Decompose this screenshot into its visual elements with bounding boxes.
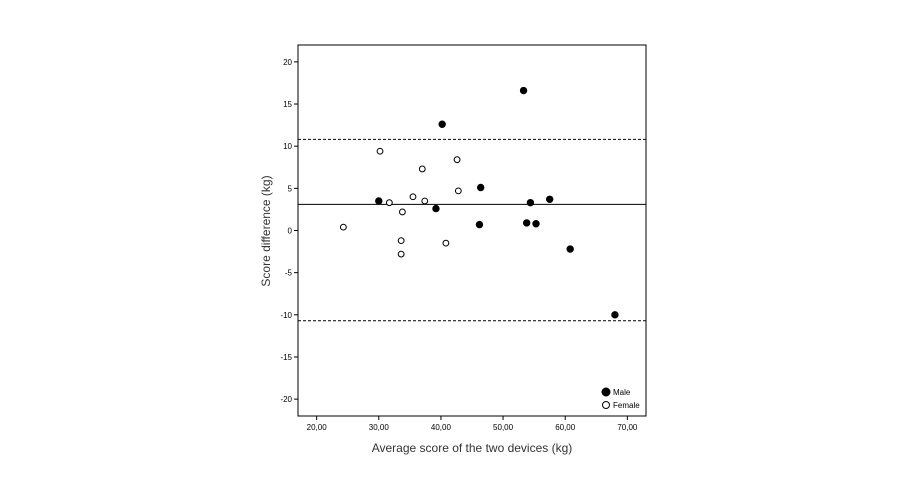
male-point (519, 86, 528, 95)
x-tick-label: 20,00 (307, 423, 328, 432)
male-point (522, 219, 531, 227)
legend-marker-male (601, 387, 611, 397)
y-tick-label: -10 (280, 311, 292, 320)
x-tick-label: 30,00 (369, 423, 390, 432)
reference-lines (298, 138, 646, 322)
x-tick-label: 60,00 (555, 423, 576, 432)
male-point (526, 198, 535, 207)
female-point (397, 237, 405, 245)
legend-marker-female (602, 401, 610, 409)
female-point (453, 156, 461, 164)
y-tick-label: -20 (280, 395, 292, 404)
x-tick-label: 40,00 (431, 423, 452, 432)
female-point (409, 193, 417, 201)
male-point (432, 204, 440, 213)
legend: Male Female (601, 387, 640, 410)
x-axis: 20,00 30,00 40,00 50,00 60,00 70,00 (307, 416, 638, 432)
male-point (477, 183, 485, 192)
x-axis-title: Average score of the two devices (kg) (372, 441, 573, 455)
female-point (418, 165, 426, 173)
y-tick-label: -5 (285, 269, 293, 278)
x-tick-label: 50,00 (493, 423, 514, 432)
y-axis-title: Score difference (kg) (259, 175, 273, 286)
male-point (438, 120, 446, 128)
female-point (397, 250, 405, 258)
male-point (375, 197, 383, 205)
female-point (385, 199, 393, 207)
y-tick-label: 15 (283, 100, 292, 109)
female-point (376, 147, 384, 155)
female-point (442, 239, 450, 247)
female-point (399, 208, 406, 216)
x-tick-label: 70,00 (617, 423, 638, 432)
y-tick-label: 0 (288, 227, 293, 236)
y-tick-label: 10 (283, 142, 292, 151)
y-axis: 20 15 10 5 0 -5 -10 -15 -20 (280, 58, 298, 404)
y-tick-label: -15 (280, 353, 292, 362)
male-point (566, 245, 574, 253)
female-point (421, 197, 429, 205)
y-tick-label: 5 (288, 184, 293, 193)
male-point (611, 311, 619, 319)
y-tick-label: 20 (283, 58, 292, 67)
male-point (532, 220, 540, 228)
male-point (475, 220, 484, 229)
female-point (454, 187, 462, 195)
legend-label-female: Female (613, 401, 640, 410)
female-point (339, 223, 347, 231)
plot-frame (297, 44, 647, 417)
male-point (545, 195, 554, 204)
legend-label-male: Male (613, 388, 631, 397)
data-points (339, 86, 619, 319)
